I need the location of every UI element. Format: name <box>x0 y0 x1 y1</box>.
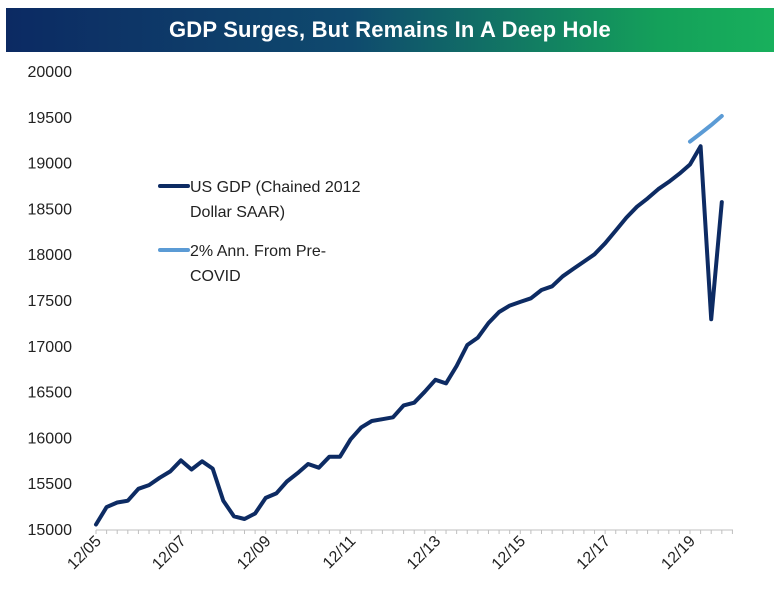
chart-title-bar: GDP Surges, But Remains In A Deep Hole <box>6 8 774 52</box>
x-tick-label: 12/07 <box>149 533 189 573</box>
y-tick-label: 15000 <box>28 522 73 539</box>
y-tick-label: 19500 <box>28 110 73 127</box>
series-line-us-gdp <box>94 144 724 527</box>
x-tick-label: 12/11 <box>320 533 360 573</box>
y-tick-label: 18000 <box>28 247 73 264</box>
y-tick-label: 16000 <box>28 430 73 447</box>
y-tick-label: 20000 <box>28 64 73 81</box>
x-tick-label: 12/17 <box>574 533 614 573</box>
y-tick-label: 17000 <box>28 339 73 356</box>
y-tick-label: 19000 <box>28 156 73 173</box>
legend-label: Dollar SAAR) <box>190 204 285 221</box>
y-tick-label: 16500 <box>28 385 73 402</box>
legend-label: US GDP (Chained 2012 <box>190 179 361 196</box>
y-tick-label: 17500 <box>28 293 73 310</box>
y-tick-label: 18500 <box>28 201 73 218</box>
chart-title: GDP Surges, But Remains In A Deep Hole <box>169 17 611 42</box>
legend-label: COVID <box>190 268 241 285</box>
legend-label: 2% Ann. From Pre- <box>190 243 326 260</box>
x-tick-label: 12/15 <box>489 533 529 573</box>
y-tick-label: 15500 <box>28 476 73 493</box>
x-tick-label: 12/13 <box>404 533 444 573</box>
x-tick-label: 12/09 <box>234 533 274 573</box>
series-line-2pct-trend <box>688 114 724 144</box>
x-tick-label: 12/19 <box>658 533 698 573</box>
